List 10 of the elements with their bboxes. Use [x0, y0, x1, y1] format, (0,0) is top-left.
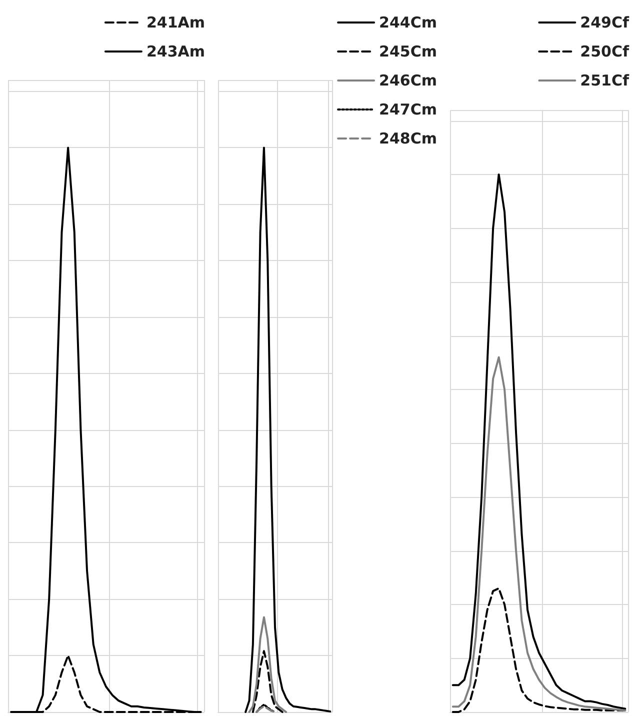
legend-label: 250Cf [580, 42, 630, 60]
legend-label: 244Cm [379, 14, 438, 32]
legend-label: 241Am [146, 14, 206, 32]
legend-label: 246Cm [379, 72, 438, 90]
legend-label: 243Am [146, 42, 206, 60]
legend-label: 247Cm [379, 100, 438, 118]
legend-label: 245Cm [379, 42, 438, 60]
legend-label: 248Cm [379, 130, 438, 148]
legend-label: 249Cf [580, 14, 630, 32]
legend-label: 251Cf [580, 72, 630, 90]
